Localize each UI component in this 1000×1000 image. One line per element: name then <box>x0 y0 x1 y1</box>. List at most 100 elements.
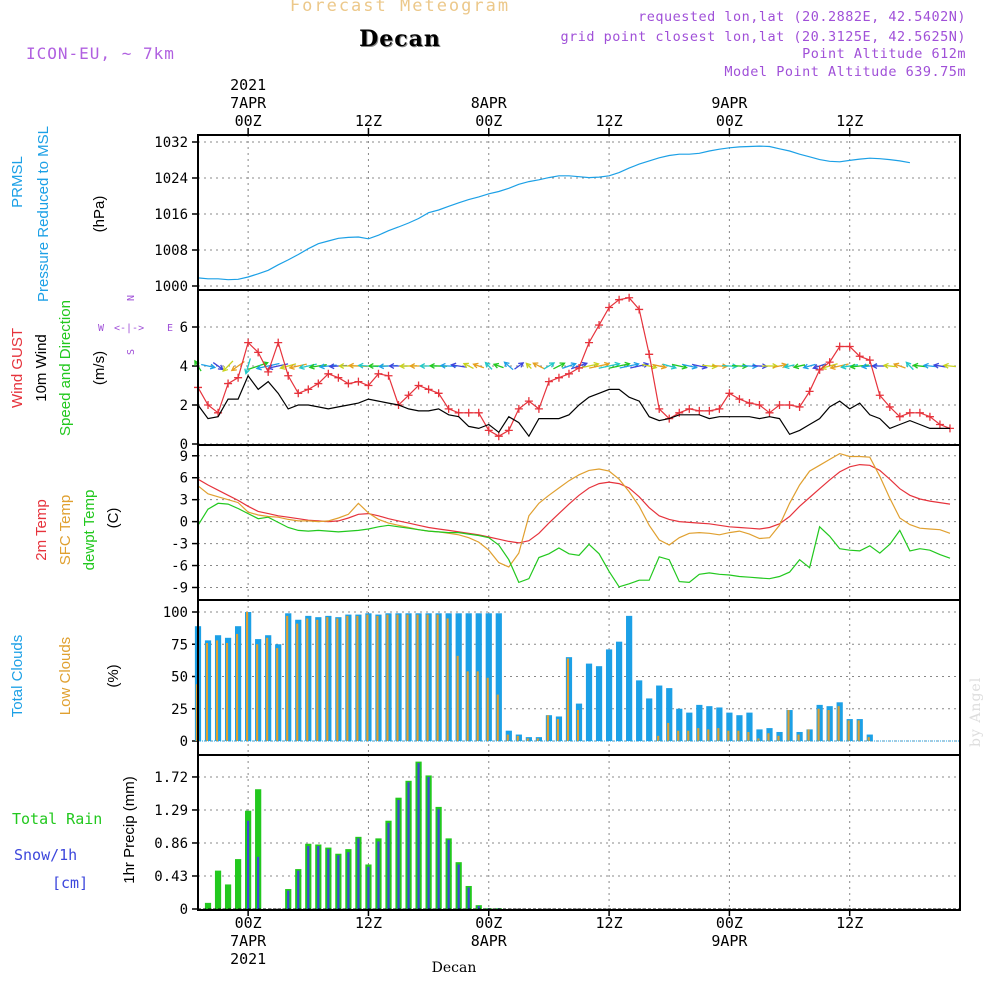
wind-direction-arrow <box>256 362 280 370</box>
low-cloud-bar <box>376 615 379 741</box>
low-cloud-bar <box>847 720 850 741</box>
compass-w: W <box>98 323 105 334</box>
snow-bar <box>327 849 330 909</box>
legend-precip-axis: 1hr Precip (mm) <box>121 776 138 884</box>
precipitation-ytick-label: 1.72 <box>154 770 188 786</box>
snow-bar <box>347 852 350 909</box>
rain-bar <box>234 859 242 909</box>
total-cloud-bar <box>746 712 753 741</box>
wind-direction-arrow <box>702 364 717 368</box>
gust-marker <box>695 406 704 415</box>
rain-bar <box>224 884 232 909</box>
low-cloud-bar <box>737 730 740 741</box>
low-cloud-bar <box>707 729 710 741</box>
wind-compass: W E <-|-> N S <box>98 295 173 355</box>
wind-direction-arrow <box>543 362 555 370</box>
wind-direction-arrow <box>309 363 327 369</box>
low-cloud-bar <box>496 694 499 741</box>
precipitation-ytick-label: 0.43 <box>154 869 188 885</box>
low-cloud-bar <box>516 735 519 741</box>
legend-label: SFC Temp <box>57 495 74 566</box>
legend-pressure: Pressure Reduced to MSL <box>35 126 52 302</box>
temperature-ytick-label: -3 <box>171 537 188 553</box>
wind-ytick-label: 6 <box>180 320 188 336</box>
gust-marker <box>925 412 934 421</box>
snow-bar <box>407 782 410 909</box>
snow-bar <box>397 799 400 909</box>
wind-direction-arrow <box>841 364 859 368</box>
top-time-label: 12Z <box>596 112 623 130</box>
bottom-time-label: 12Z <box>596 914 623 932</box>
pressure-ytick-label: 1024 <box>154 171 188 187</box>
wind-arrow-head <box>670 363 678 370</box>
wind-arrow-head <box>549 362 556 368</box>
legend-label: dewpt Temp <box>81 490 98 571</box>
wind-arrow-head <box>912 362 919 369</box>
legend-label: Speed and Direction <box>57 300 74 436</box>
legend-total-rain: Total Rain <box>12 810 102 828</box>
total-cloud-bar <box>666 688 673 741</box>
wind-arrow-head <box>484 361 491 368</box>
low-cloud-bar <box>727 730 730 741</box>
legend-label: Wind GUST <box>9 328 26 408</box>
wind-ytick-label: 2 <box>180 398 188 414</box>
gust-marker <box>334 373 343 382</box>
wind-arrow-head <box>570 362 577 368</box>
snow-bar <box>447 839 450 909</box>
gust-marker <box>595 321 604 330</box>
wind-direction-arrow <box>662 363 676 369</box>
low-cloud-bar <box>316 619 319 741</box>
wind-direction-arrow <box>803 363 816 369</box>
temperature-ytick-label: 6 <box>180 471 188 487</box>
legend-prmsl: PRMSL <box>9 156 26 208</box>
wind-direction-arrow <box>608 363 630 369</box>
wind-arrow-head <box>812 364 819 370</box>
wind-arrow-head <box>840 363 847 370</box>
wind-direction-arrow <box>784 364 795 368</box>
bottom-time-label: 2021 <box>230 950 266 968</box>
footer-station-label: Decan <box>432 960 477 976</box>
compass-arrows: <-|-> <box>114 323 144 334</box>
10m-wind-line <box>197 374 950 438</box>
low-cloud-bar <box>777 735 780 741</box>
temperature-ytick-label: 0 <box>180 515 188 531</box>
low-cloud-bar <box>456 655 459 741</box>
dewpt-temp-line <box>197 502 951 588</box>
gust-marker <box>204 401 213 409</box>
gust-marker <box>354 377 363 386</box>
low-cloud-bar <box>366 614 369 741</box>
low-cloud-bar <box>687 730 690 741</box>
top-time-label: 00Z <box>235 112 262 130</box>
low-cloud-bar <box>767 733 770 741</box>
wind-arrow-head <box>503 361 510 368</box>
wind-arrow-head <box>660 363 668 370</box>
total-cloud-bar <box>595 666 603 741</box>
top-time-label: 9APR <box>711 94 748 112</box>
wind-arrow-head <box>439 362 446 369</box>
gust-marker <box>625 293 634 302</box>
wind-arrow-head <box>711 363 718 370</box>
bottom-time-label: 7APR <box>230 932 267 950</box>
gust-marker <box>785 401 794 409</box>
rain-bar <box>204 902 212 909</box>
total-cloud-bar <box>706 706 713 741</box>
bottom-time-label: 00Z <box>716 914 743 932</box>
gust-marker <box>725 389 734 398</box>
snow-bar <box>357 838 360 909</box>
wind-direction-arrow <box>652 363 666 369</box>
wind-direction-arrow <box>934 364 946 368</box>
bottom-time-label: 9APR <box>711 932 748 950</box>
low-cloud-bar <box>757 738 760 741</box>
low-cloud-bar <box>837 706 840 741</box>
low-cloud-bar <box>526 738 529 741</box>
temperature-ytick-label: 3 <box>180 493 188 509</box>
wind-direction-arrow <box>850 364 869 368</box>
gust-marker <box>675 408 684 417</box>
wind-direction-arrow <box>772 363 787 369</box>
top-time-label: 2021 <box>230 76 266 94</box>
snow-bar <box>257 856 260 909</box>
top-time-label: 12Z <box>355 112 382 130</box>
legend-cm: [cm] <box>52 874 88 892</box>
gust-marker <box>424 385 433 394</box>
clouds-ytick-label: 0 <box>180 734 188 750</box>
